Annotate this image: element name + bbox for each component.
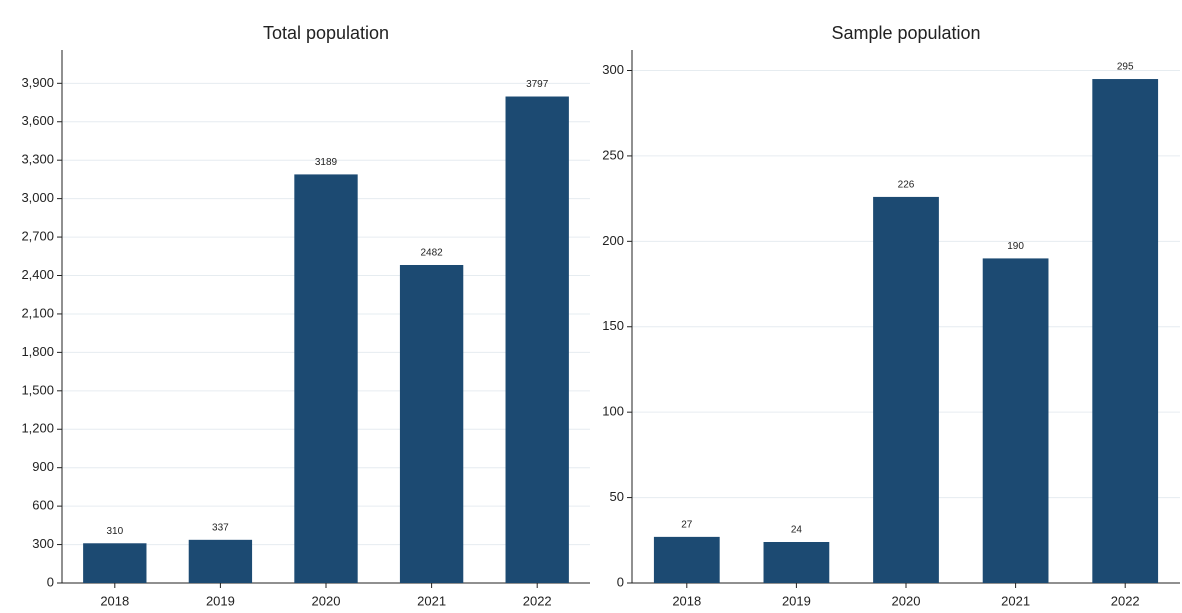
value-label: 226 [898,180,915,191]
y-tick-label: 300 [602,62,624,77]
y-tick-label: 100 [602,404,624,419]
bar [294,174,358,584]
value-label: 295 [1117,62,1134,73]
y-tick-label: 3,300 [21,152,54,167]
x-tick-label: 2018 [100,593,129,608]
y-tick-label: 0 [617,574,624,589]
bar [505,96,569,584]
y-tick-label: 50 [610,489,624,504]
y-tick-label: 3,600 [21,113,54,128]
y-tick-label: 3,000 [21,190,54,205]
x-tick-label: 2020 [892,593,921,608]
y-tick-label: 1,500 [21,382,54,397]
y-tick-label: 0 [47,574,54,589]
value-label: 24 [791,525,803,536]
bar [763,542,830,583]
bar [188,539,253,583]
value-label: 3797 [526,79,549,90]
x-tick-label: 2021 [1001,593,1030,608]
value-label: 190 [1007,241,1024,252]
y-tick-label: 150 [602,318,624,333]
y-tick-label: 2,700 [21,229,54,244]
value-label: 2482 [420,248,443,259]
chart-title: Sample population [831,23,980,43]
bar [982,258,1049,583]
value-label: 27 [681,520,693,531]
y-tick-label: 2,100 [21,305,54,320]
chart-title: Total population [263,23,389,43]
x-tick-label: 2019 [206,593,235,608]
y-tick-label: 2,400 [21,267,54,282]
bar [83,543,147,583]
bar [653,536,720,583]
x-tick-label: 2022 [1111,593,1140,608]
y-tick-label: 300 [32,536,54,551]
x-tick-label: 2022 [523,593,552,608]
y-tick-label: 900 [32,459,54,474]
y-tick-label: 200 [602,233,624,248]
x-tick-label: 2018 [672,593,701,608]
x-tick-label: 2021 [417,593,446,608]
value-label: 3189 [315,157,338,168]
y-tick-label: 3,900 [21,75,54,90]
value-label: 310 [106,526,123,537]
x-tick-label: 2020 [312,593,341,608]
x-tick-label: 2019 [782,593,811,608]
y-tick-label: 600 [32,498,54,513]
bar [399,264,464,583]
bar [1092,79,1159,584]
value-label: 337 [212,522,229,533]
y-tick-label: 1,800 [21,344,54,359]
bar [873,196,939,583]
y-tick-label: 1,200 [21,421,54,436]
y-tick-label: 250 [602,147,624,162]
